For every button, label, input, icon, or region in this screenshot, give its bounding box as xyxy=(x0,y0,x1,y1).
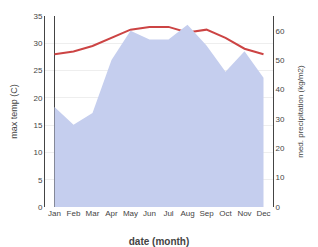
svg-text:30: 30 xyxy=(33,39,42,48)
svg-text:20: 20 xyxy=(276,144,285,153)
svg-text:50: 50 xyxy=(276,56,285,65)
svg-text:0: 0 xyxy=(276,203,281,212)
svg-text:Dec: Dec xyxy=(256,209,270,218)
svg-text:date (month): date (month) xyxy=(129,236,190,247)
svg-text:Feb: Feb xyxy=(67,209,81,218)
svg-text:Oct: Oct xyxy=(219,209,232,218)
svg-text:Jul: Jul xyxy=(163,209,173,218)
svg-text:max temp (C): max temp (C) xyxy=(9,84,19,139)
svg-text:Mar: Mar xyxy=(86,209,100,218)
svg-text:Nov: Nov xyxy=(237,209,251,218)
svg-text:med. precipitation (kg/m2): med. precipitation (kg/m2) xyxy=(296,65,305,158)
svg-text:10: 10 xyxy=(33,148,42,157)
svg-text:Apr: Apr xyxy=(105,209,118,218)
svg-text:60: 60 xyxy=(276,26,285,35)
svg-text:May: May xyxy=(123,209,138,218)
svg-text:Jan: Jan xyxy=(48,209,61,218)
svg-text:10: 10 xyxy=(276,173,285,182)
svg-text:Jun: Jun xyxy=(143,209,156,218)
svg-text:35: 35 xyxy=(33,12,42,21)
svg-text:0: 0 xyxy=(38,203,43,212)
svg-text:40: 40 xyxy=(276,85,285,94)
svg-text:5: 5 xyxy=(38,176,43,185)
svg-text:Aug: Aug xyxy=(180,209,194,218)
svg-text:15: 15 xyxy=(33,121,42,130)
svg-text:Sep: Sep xyxy=(199,209,214,218)
svg-text:20: 20 xyxy=(33,94,42,103)
svg-text:25: 25 xyxy=(33,66,42,75)
svg-text:30: 30 xyxy=(276,115,285,124)
